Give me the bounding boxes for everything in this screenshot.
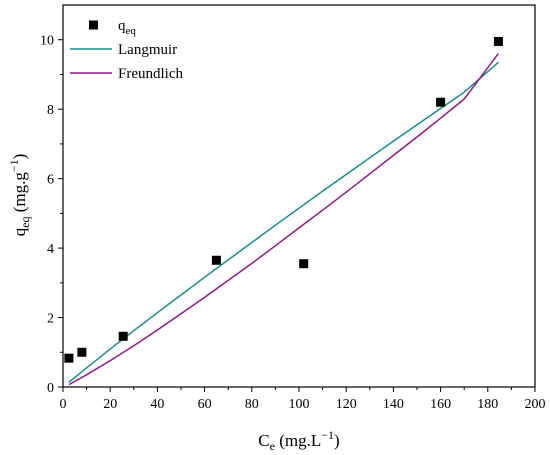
y-tick-label: 10	[40, 34, 54, 49]
x-tick-label: 100	[289, 397, 310, 412]
fit-lines	[68, 53, 499, 386]
data-points	[64, 36, 503, 363]
y-tick-label: 2	[47, 312, 54, 327]
x-tick-label: 180	[477, 397, 498, 412]
data-point	[493, 36, 503, 46]
x-tick-label: 140	[383, 397, 404, 412]
data-point	[436, 97, 446, 107]
data-point	[77, 347, 87, 357]
x-tick-label: 160	[430, 397, 451, 412]
legend-label: Langmuir	[118, 42, 177, 58]
data-point	[299, 259, 309, 269]
x-tick-label: 20	[103, 397, 117, 412]
series-line-langmuir	[68, 61, 499, 383]
x-axis-ticks: 0 20 40 60 80 100 120 140 160 180 200	[60, 387, 546, 412]
x-tick-label: 80	[245, 397, 259, 412]
data-point	[64, 353, 74, 363]
y-tick-label: 0	[47, 381, 54, 396]
plot-frame	[62, 4, 536, 388]
x-tick-label: 40	[150, 397, 164, 412]
y-axis-ticks: 0 2 4 6 8 10	[40, 34, 63, 396]
y-tick-label: 8	[47, 103, 54, 118]
y-axis-title: qeq (mg.g−1)	[7, 154, 32, 237]
legend-label: qeq	[118, 18, 136, 37]
x-tick-label: 200	[525, 397, 546, 412]
legend-label: Freundlich	[118, 66, 183, 82]
y-tick-label: 6	[47, 173, 54, 188]
series-line-freundlich	[68, 53, 499, 386]
x-tick-label: 120	[336, 397, 357, 412]
plot-border	[62, 4, 536, 388]
x-tick-label: 60	[198, 397, 212, 412]
x-axis-title: Ce (mg.L−1)	[258, 428, 339, 453]
data-point	[118, 331, 128, 341]
legend-marker-square	[89, 20, 98, 30]
y-tick-label: 4	[47, 242, 54, 257]
x-tick-label: 0	[60, 397, 67, 412]
legend: qeq Langmuir Freundlich	[70, 18, 183, 82]
data-point	[211, 255, 221, 265]
